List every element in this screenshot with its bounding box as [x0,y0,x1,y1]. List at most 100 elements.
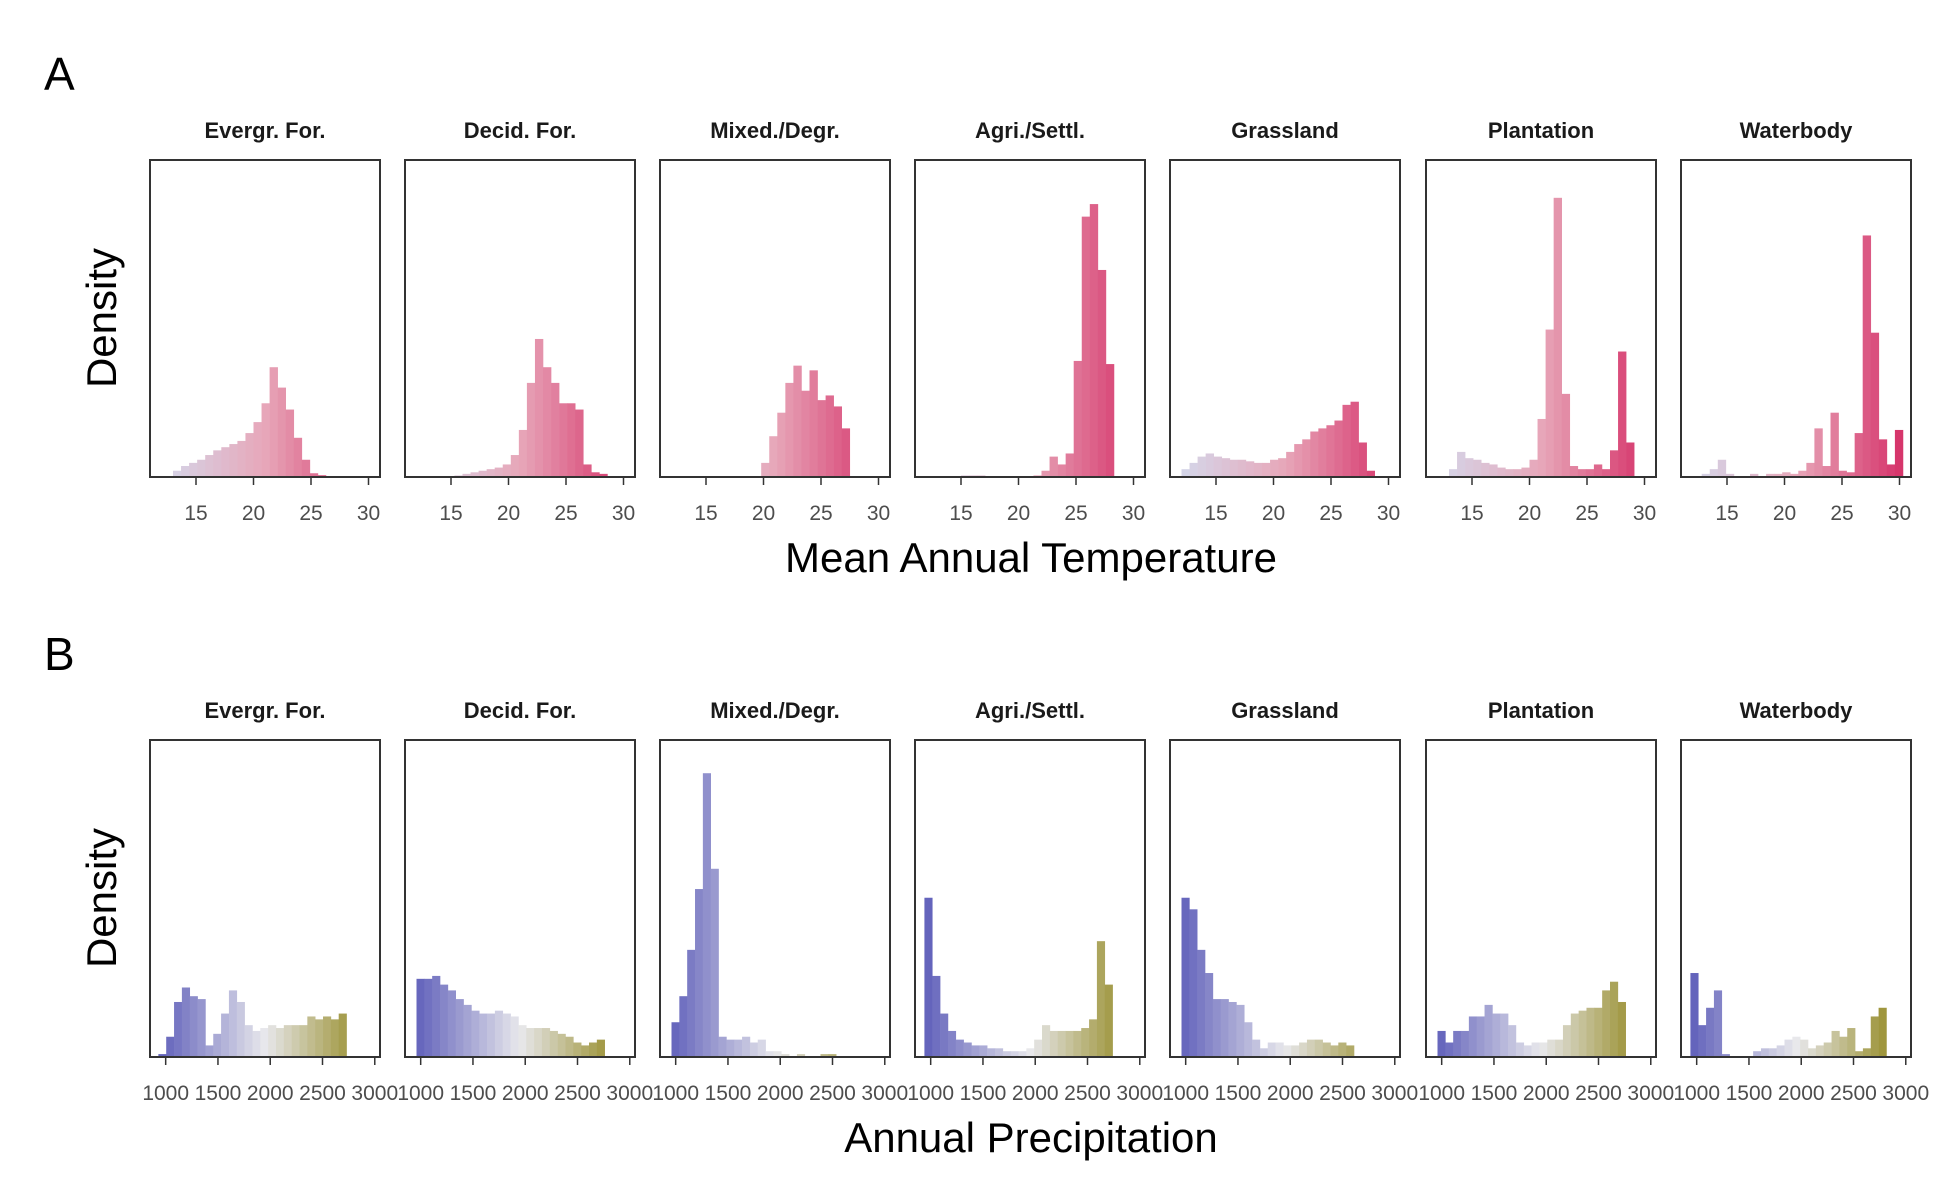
histogram-bar [596,1039,605,1057]
facet-strip-label: Plantation [1488,698,1594,723]
histogram-bar [1096,941,1106,1057]
histogram-bar [338,1013,347,1057]
histogram-bar [541,1028,551,1057]
x-tick-label: 15 [949,502,972,525]
histogram-bar [181,987,191,1057]
histogram-bar [416,978,425,1057]
facet-frame [404,159,636,478]
histogram-bar [841,428,851,477]
x-tick-label: 30 [867,502,890,525]
histogram-bar [205,455,214,477]
histogram-bar [1049,1030,1058,1057]
histogram-bar [1453,1030,1462,1057]
histogram-bar [1553,197,1562,477]
histogram-bar [679,996,688,1057]
x-tick-label: 30 [357,502,380,525]
histogram-bar [478,470,487,477]
x-tick-label: 25 [554,502,577,525]
x-tick-label: 3000 [606,1082,653,1105]
x-tick-label: 25 [809,502,832,525]
histogram-bar [275,1028,285,1057]
histogram-bar [749,1042,759,1057]
facet-agri-settl: Agri./Settl. 1000 1500 2000 2500 3000 [907,698,1163,1105]
histogram-bar [1862,1048,1872,1057]
facet-frame [659,739,891,1058]
histogram-bar [1205,453,1214,477]
histogram-bar [229,444,238,477]
histogram-bar [1593,464,1603,477]
x-tick-label: 2000 [1523,1082,1570,1105]
facet-frame [1169,739,1401,1058]
histogram-bar [526,1028,535,1057]
histogram-bar [924,897,933,1057]
x-tick-label: 15 [439,502,462,525]
histogram-bar [237,440,246,477]
histogram-bar [1870,332,1880,477]
histogram-bar [1229,459,1239,477]
histogram-bar [781,1054,790,1057]
x-tick-label: 2000 [757,1082,804,1105]
histogram-bar [1562,1025,1572,1057]
x-tick-label: 1500 [1471,1082,1518,1105]
histogram-bar [769,436,778,477]
histogram-bar [1205,973,1214,1057]
histogram-bar [1831,1030,1840,1057]
histogram-bar [1461,1030,1470,1057]
histogram-bar [1449,469,1458,477]
histogram-bar [1776,1045,1785,1057]
panel-letter-a: A [44,48,75,100]
histogram-bar [1236,1004,1245,1057]
histogram-bar [1547,1039,1556,1057]
x-tick-label: 1000 [1162,1082,1209,1105]
x-tick-label: 1500 [450,1082,497,1105]
histogram-bar [1806,462,1815,477]
histogram-bar [1073,1030,1082,1057]
histogram-bar [1531,1042,1540,1057]
histogram-bar [1497,467,1506,477]
histogram-bars [454,338,608,477]
histogram-bar [260,1028,269,1057]
histogram-bar [518,429,528,477]
histogram-bar [534,338,544,477]
histogram-bar [1561,393,1571,477]
histogram-bar [1291,1045,1300,1057]
histogram-bar [1220,999,1229,1057]
facet-strip-label: Grassland [1231,698,1339,723]
histogram-bar [494,1010,504,1057]
x-tick-label: 30 [612,502,635,525]
x-tick-label: 1500 [195,1082,242,1105]
x-tick-label: 1500 [705,1082,752,1105]
histogram-bar [1366,470,1375,477]
histogram-bar [1823,1042,1832,1057]
histogram-bar [695,889,704,1057]
histogram-bar [1878,439,1888,477]
panel-letter-b: B [44,628,75,680]
x-tick-label: 2000 [1778,1082,1825,1105]
histogram-bar [1259,1048,1269,1057]
x-tick-label: 15 [1204,502,1227,525]
histogram-bar [1212,999,1221,1057]
x-tick-label: 1500 [1215,1082,1262,1105]
histogram-bar [994,1048,1004,1057]
histogram-bar [1073,360,1083,477]
x-tick-label: 2000 [247,1082,294,1105]
x-tick-label: 25 [1575,502,1598,525]
histogram-bar [1026,1048,1035,1057]
histogram-bar [1270,459,1279,477]
panel-b-x-axis-title: Annual Precipitation [844,1114,1218,1161]
x-tick-label: 25 [1319,502,1342,525]
x-tick-label: 2500 [299,1082,346,1105]
histogram-bar [1018,1051,1027,1057]
histogram-bar [1330,1045,1339,1057]
histogram-bar [299,1025,308,1057]
x-tick-label: 1500 [1726,1082,1773,1105]
histogram-bar [1057,1030,1066,1057]
facet-mixed-degr: Mixed./Degr. 1000 1500 2000 2500 3000 [652,698,908,1105]
histogram-bar [1521,467,1530,477]
histogram-bar [1508,1025,1517,1057]
histogram-bar [589,1042,598,1057]
facet-strip-label: Agri./Settl. [975,118,1085,143]
x-tick-label: 20 [497,502,520,525]
x-tick-label: 15 [1715,502,1738,525]
histogram-bar [471,1010,480,1057]
